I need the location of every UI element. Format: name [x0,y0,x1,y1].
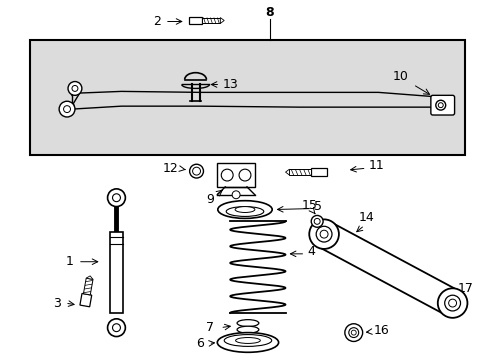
Text: 14: 14 [358,211,374,224]
Circle shape [437,103,442,108]
Circle shape [107,319,125,337]
Polygon shape [86,276,93,279]
Ellipse shape [224,334,271,346]
Circle shape [192,167,200,175]
Text: 12: 12 [163,162,178,175]
Polygon shape [220,18,224,23]
Ellipse shape [235,338,260,343]
Circle shape [107,189,125,207]
Text: 4: 4 [306,246,314,258]
Circle shape [320,230,327,238]
Circle shape [435,100,445,110]
Text: 9: 9 [206,193,214,206]
Text: 10: 10 [391,70,407,83]
Circle shape [444,295,460,311]
Ellipse shape [226,207,263,216]
Text: 15: 15 [301,199,317,212]
Circle shape [348,328,358,338]
Text: 1: 1 [66,255,74,268]
Circle shape [314,219,320,224]
Text: 6: 6 [196,337,204,350]
Circle shape [447,299,456,307]
Bar [109,232,123,313]
Ellipse shape [217,201,272,219]
Circle shape [308,219,338,249]
Ellipse shape [237,333,258,340]
Ellipse shape [217,333,278,352]
Text: 5: 5 [314,200,322,213]
Polygon shape [317,222,458,315]
Polygon shape [80,293,92,307]
Circle shape [59,101,75,117]
Circle shape [72,85,78,91]
Ellipse shape [237,326,258,333]
Polygon shape [83,278,93,295]
Circle shape [239,169,250,181]
FancyBboxPatch shape [430,95,454,115]
Polygon shape [188,17,202,24]
Circle shape [112,194,120,202]
Bar [217,163,254,187]
Circle shape [63,106,70,113]
Circle shape [189,164,203,178]
Text: 11: 11 [368,159,384,172]
Ellipse shape [237,320,258,327]
Text: 2: 2 [153,15,161,28]
Circle shape [316,226,331,242]
Ellipse shape [235,207,254,212]
Text: 3: 3 [53,297,61,310]
Text: 17: 17 [457,282,472,295]
Text: 16: 16 [373,324,388,337]
Polygon shape [202,18,220,23]
Circle shape [437,288,467,318]
Circle shape [232,191,240,199]
Text: 13: 13 [222,78,238,91]
Text: 7: 7 [206,321,214,334]
Circle shape [350,330,355,335]
Circle shape [310,215,323,227]
Polygon shape [285,169,289,175]
Circle shape [221,169,233,181]
Polygon shape [310,168,326,176]
Circle shape [112,324,120,332]
Polygon shape [289,169,310,175]
Text: 8: 8 [265,6,273,19]
Bar [30,40,465,156]
Circle shape [344,324,362,342]
Circle shape [68,82,81,95]
